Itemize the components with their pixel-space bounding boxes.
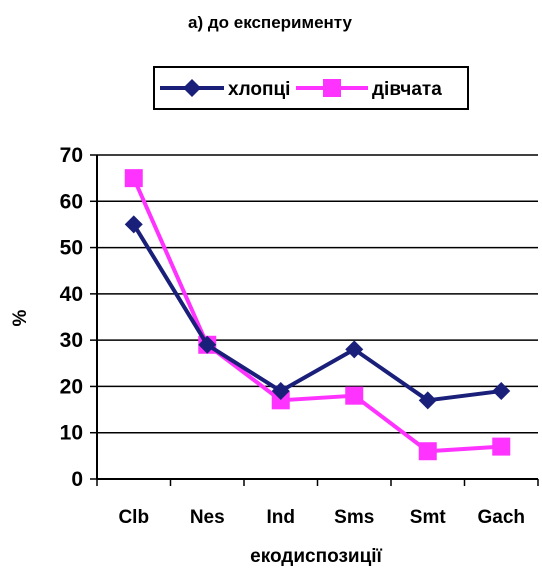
series-line-girls	[131, 177, 502, 454]
point-boys-3	[345, 340, 364, 359]
x-tick-label-gach: Gach	[477, 507, 525, 528]
y-tick-label-10: 10	[60, 422, 83, 445]
point-girls-0	[124, 169, 143, 188]
point-girls-5	[492, 437, 511, 456]
point-boys-5	[492, 382, 511, 401]
series-line-boys	[132, 223, 502, 403]
axes	[90, 154, 539, 486]
y-axis-label: %	[10, 309, 31, 326]
x-tick-label-nes: Nes	[190, 507, 225, 528]
y-tick-label-0: 0	[71, 468, 83, 491]
point-girls-3	[345, 386, 364, 405]
x-tick-label-smt: Smt	[410, 507, 447, 528]
y-tick-label-40: 40	[60, 283, 83, 306]
point-boys-1	[198, 335, 217, 354]
x-axis-label: екодиспозиції	[250, 546, 382, 567]
point-boys-0	[124, 215, 143, 234]
y-tick-label-50: 50	[60, 237, 83, 260]
y-tick-labels: 0 10 20 30 40 50 60 70	[60, 144, 83, 491]
y-tick-label-60: 60	[60, 190, 83, 213]
legend-label-boys: хлопці	[228, 79, 290, 100]
x-tick-label-sms: Sms	[334, 507, 374, 528]
legend-marker-girls	[323, 79, 341, 97]
y-tick-label-70: 70	[60, 144, 83, 167]
point-boys-4	[418, 391, 437, 410]
chart-title: а) до експерименту	[188, 13, 353, 32]
x-tick-label-ind: Ind	[267, 507, 296, 528]
x-tick-labels: Clb Nes Ind Sms Smt Gach	[118, 507, 525, 528]
gridlines	[97, 154, 538, 434]
legend: хлопці дівчата	[153, 66, 469, 110]
point-girls-4	[418, 442, 437, 461]
point-boys-2	[271, 382, 290, 401]
y-tick-label-20: 20	[60, 375, 83, 398]
legend-marker-boys	[183, 79, 201, 97]
x-tick-label-clb: Clb	[118, 507, 149, 528]
point-girls-2	[271, 391, 290, 410]
y-tick-label-30: 30	[60, 329, 83, 352]
legend-label-girls: дівчата	[372, 79, 442, 100]
series-group	[124, 169, 511, 461]
